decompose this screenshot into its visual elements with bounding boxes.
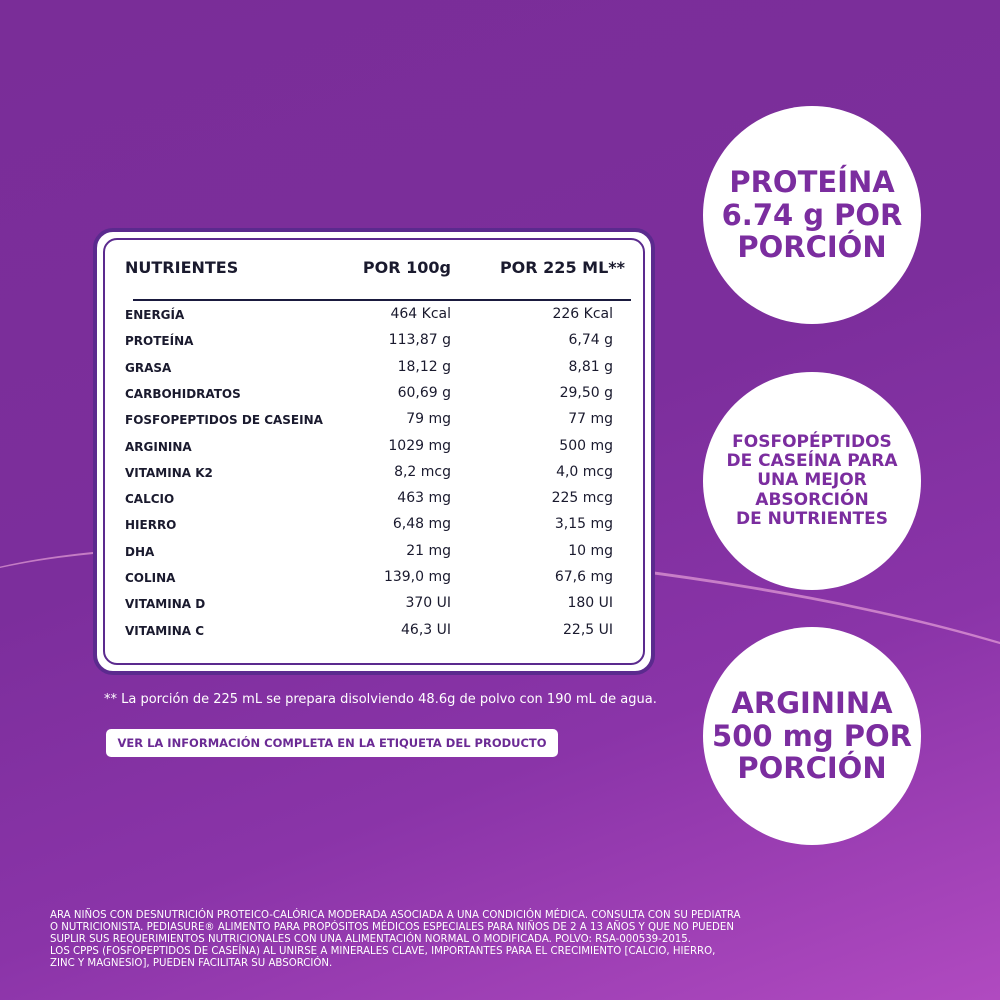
value-per-100g: 21 mg: [406, 542, 451, 559]
badge-line: DE CASEÍNA PARA: [726, 451, 898, 472]
nutrient-name: GRASA: [125, 360, 172, 375]
value-per-serving: 67,6 mg: [554, 569, 613, 585]
value-per-100g: 6,48 mg: [392, 516, 451, 533]
nutrient-name: CARBOHIDRATOS: [125, 386, 241, 401]
nutrient-name: HIERRO: [125, 518, 177, 533]
nutrient-name: CALCIO: [125, 492, 175, 507]
badge-line: UNA MEJOR: [757, 470, 867, 491]
badge-line: PORCIÓN: [737, 751, 887, 786]
value-per-serving: 180 UI: [567, 595, 613, 612]
nutrient-name: COLINA: [125, 571, 176, 585]
value-per-100g: 370 UI: [405, 595, 451, 612]
disclaimer: ARA NIÑOS CON DESNUTRICIÓN PROTEICO-CALÓ…: [50, 910, 741, 970]
nutrient-name: FOSFOPEPTIDOS DE CASEINA: [125, 413, 323, 428]
value-per-serving: 226 Kcal: [552, 306, 613, 322]
value-per-serving: 500 mg: [559, 437, 613, 454]
value-per-serving: 29,50 g: [559, 384, 613, 401]
value-per-serving: 225 mcg: [551, 490, 613, 507]
nutrient-name: VITAMINA K2: [125, 465, 213, 480]
nutrition-table: NUTRIENTES POR 100g POR 225 ML** ENERGÍA 464…: [93, 228, 655, 675]
value-per-serving: 8,81 g: [568, 358, 613, 375]
disclaimer-line: O NUTRICIONISTA. PEDIASURE® ALIMENTO PAR…: [50, 922, 734, 933]
value-per-serving: 22,5 UI: [563, 621, 613, 638]
badge-line: PROTEÍNA: [729, 165, 895, 200]
value-per-serving: 77 mg: [568, 411, 613, 428]
value-per-100g: 1029 mg: [388, 437, 451, 454]
badge: FOSFOPÉPTIDOS DE CASEÍNA PARA UNA MEJOR ABS…: [703, 372, 921, 590]
value-per-100g: 463 mg: [397, 490, 451, 507]
footnote: ** La porción de 225 mL se prepara disol…: [104, 692, 657, 707]
nutrient-name: PROTEÍNA: [125, 334, 194, 349]
badge-line: DE NUTRIENTES: [736, 508, 888, 529]
value-per-100g: 113,87 g: [388, 332, 451, 349]
disclaimer-line: SUPLIR SUS REQUERIMIENTOS NUTRICIONALES …: [50, 934, 692, 945]
disclaimer-line: LOS CPPS (FOSFOPEPTIDOS DE CASEÍNA) AL U…: [50, 946, 716, 957]
value-per-100g: 46,3 UI: [401, 621, 451, 638]
value-per-100g: 8,2 mcg: [394, 463, 451, 480]
badge-line: ARGININA: [731, 686, 893, 721]
value-per-100g: 79 mg: [406, 411, 451, 428]
header-cell: NUTRIENTES: [125, 258, 239, 277]
header-rule: [133, 299, 631, 301]
nutrient-name: ENERGÍA: [125, 308, 185, 322]
value-per-100g: 139,0 mg: [383, 569, 451, 585]
table-frame: NUTRIENTES POR 100g POR 225 ML** ENERGÍA 464…: [103, 238, 645, 665]
label-link[interactable]: VER LA INFORMACIÓN COMPLETA EN LA ETIQUE…: [106, 729, 558, 757]
value-per-serving: 4,0 mcg: [556, 463, 613, 480]
header-cell: POR 225 ML**: [499, 258, 625, 277]
disclaimer-line: ARA NIÑOS CON DESNUTRICIÓN PROTEICO-CALÓ…: [50, 910, 741, 921]
nutrient-name: VITAMINA D: [125, 597, 206, 612]
disclaimer-line: ZINC Y MAGNESIO], PUEDEN FACILITAR SU AB…: [50, 958, 333, 969]
value-per-100g: 60,69 g: [397, 384, 451, 401]
badge: PROTEÍNA 6.74 g POR PORCIÓN: [703, 106, 921, 324]
badge-line: 500 mg POR: [712, 718, 912, 753]
nutrient-name: ARGININA: [125, 439, 192, 454]
value-per-100g: 18,12 g: [397, 358, 451, 375]
value-per-serving: 3,15 mg: [554, 516, 613, 533]
badge-line: 6.74 g POR: [721, 197, 903, 232]
badge-line: FOSFOPÉPTIDOS: [732, 432, 892, 453]
value-per-serving: 6,74 g: [568, 332, 613, 349]
badge-line: ABSORCIÓN: [755, 489, 869, 510]
nutrient-name: VITAMINA C: [125, 623, 205, 638]
nutrient-name: DHA: [125, 544, 155, 559]
badge: ARGININA 500 mg POR PORCIÓN: [703, 627, 921, 845]
value-per-100g: 464 Kcal: [390, 306, 451, 322]
header-cell: POR 100g: [362, 258, 451, 277]
badge-line: PORCIÓN: [737, 230, 887, 265]
value-per-serving: 10 mg: [568, 542, 613, 559]
